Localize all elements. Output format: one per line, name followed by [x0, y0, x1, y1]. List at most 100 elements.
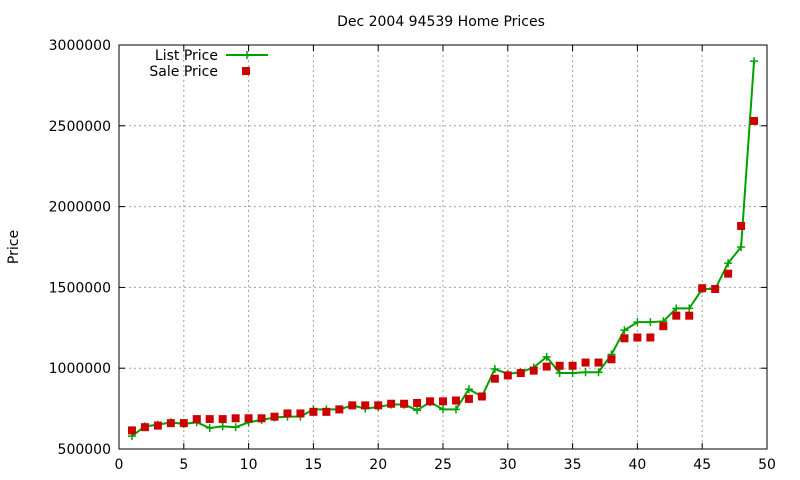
y-tick-label: 1000000: [49, 361, 111, 377]
list-price-point: [633, 318, 642, 327]
axis-ticks: 0 5 10 15 20 25 30 35 40 45 50 500000 1000000 1500000…: [49, 38, 776, 473]
y-tick-label: 500000: [58, 442, 111, 458]
list-price-point: [464, 385, 473, 394]
x-tick-label: 5: [179, 457, 188, 473]
sale-price-point: [335, 405, 344, 414]
sale-price-point: [633, 333, 642, 342]
sale-price-point: [348, 401, 357, 410]
sale-price-point: [750, 116, 759, 125]
list-price-point: [620, 326, 629, 335]
sale-price-point: [477, 392, 486, 401]
y-tick-label: 1500000: [49, 280, 111, 296]
sale-price-point: [724, 269, 733, 278]
sale-price-point: [439, 397, 447, 406]
sale-price-point: [620, 334, 629, 343]
y-tick-label: 3000000: [49, 38, 111, 54]
sale-price-point: [594, 358, 603, 367]
sale-price-point: [685, 311, 694, 320]
x-tick-label: 35: [564, 457, 582, 473]
sale-price-point: [529, 366, 538, 375]
sale-price-point: [179, 419, 188, 428]
sale-price-point: [296, 409, 305, 418]
sale-price-point: [244, 414, 253, 423]
sale-price-point: [231, 414, 240, 423]
sale-price-point: [451, 396, 460, 405]
sale-price-point: [374, 401, 383, 410]
sale-price-point: [516, 369, 525, 378]
sale-price-point: [737, 221, 746, 230]
list-price-point: [672, 304, 681, 313]
sale-price-point: [711, 285, 720, 294]
sale-price-point: [322, 407, 331, 416]
sale-price-point: [646, 333, 655, 342]
series-sale-price: [127, 116, 759, 435]
sale-price-point: [698, 284, 707, 293]
x-tick-label: 15: [304, 457, 322, 473]
list-price-line: [131, 61, 756, 437]
x-tick-label: 20: [369, 457, 387, 473]
sale-price-point: [166, 419, 175, 428]
list-price-point: [555, 369, 564, 378]
chart-title: Dec 2004 94539 Home Prices: [337, 14, 545, 30]
x-tick-label: 50: [758, 457, 776, 473]
sale-price-point: [490, 374, 499, 383]
sale-price-point: [140, 423, 149, 432]
list-price-point: [685, 304, 694, 313]
list-price-point: [724, 259, 733, 268]
sale-price-point: [127, 426, 136, 435]
list-price-point: [542, 352, 551, 361]
x-tick-label: 0: [115, 457, 124, 473]
sale-price-point: [205, 415, 214, 424]
sale-price-point: [503, 371, 512, 380]
list-price-point: [737, 243, 746, 251]
sale-price-point: [270, 412, 279, 421]
x-tick-label: 30: [499, 457, 517, 473]
list-price-point: [750, 57, 759, 66]
legend-cross-swatch: [243, 51, 251, 59]
sale-price-point: [581, 358, 590, 367]
list-price-point: [451, 405, 460, 414]
x-tick-label: 25: [434, 457, 452, 473]
sale-price-point: [426, 397, 435, 406]
legend-square-swatch: [242, 67, 250, 75]
sale-price-point: [607, 355, 616, 364]
sale-price-point: [257, 414, 266, 423]
y-tick-label: 2000000: [49, 200, 111, 216]
list-price-point: [568, 369, 577, 378]
legend-label: List Price: [155, 48, 218, 64]
sale-price-point: [309, 407, 318, 416]
sale-price-point: [283, 409, 292, 418]
sale-price-point: [361, 401, 370, 410]
sale-price-point: [413, 398, 422, 407]
list-price-point: [413, 406, 422, 415]
list-price-point: [439, 405, 447, 414]
x-tick-label: 10: [240, 457, 258, 473]
series-list-price: [127, 57, 759, 441]
sale-price-point: [542, 362, 551, 371]
list-price-point: [205, 423, 214, 432]
plot-frame: [118, 44, 768, 450]
x-tick-label: 45: [693, 457, 711, 473]
sale-price-point: [218, 415, 227, 424]
list-price-point: [594, 368, 603, 377]
grid: [119, 45, 767, 449]
list-price-point: [581, 368, 590, 377]
sale-price-point: [153, 421, 162, 430]
sale-price-point: [672, 311, 681, 320]
y-axis-label: Price: [6, 230, 22, 264]
list-price-point: [490, 365, 499, 374]
series: [127, 57, 759, 441]
sale-price-point: [400, 399, 409, 408]
sale-price-point: [192, 415, 201, 424]
list-price-point: [231, 423, 240, 432]
list-price-point: [646, 318, 655, 327]
sale-price-point: [464, 394, 473, 403]
list-price-point: [218, 422, 227, 431]
legend-label: Sale Price: [149, 64, 218, 80]
y-tick-label: 2500000: [49, 119, 111, 135]
sale-price-point: [555, 361, 564, 370]
sale-price-point: [387, 399, 396, 408]
sale-price-point: [568, 361, 577, 370]
x-tick-label: 40: [628, 457, 646, 473]
